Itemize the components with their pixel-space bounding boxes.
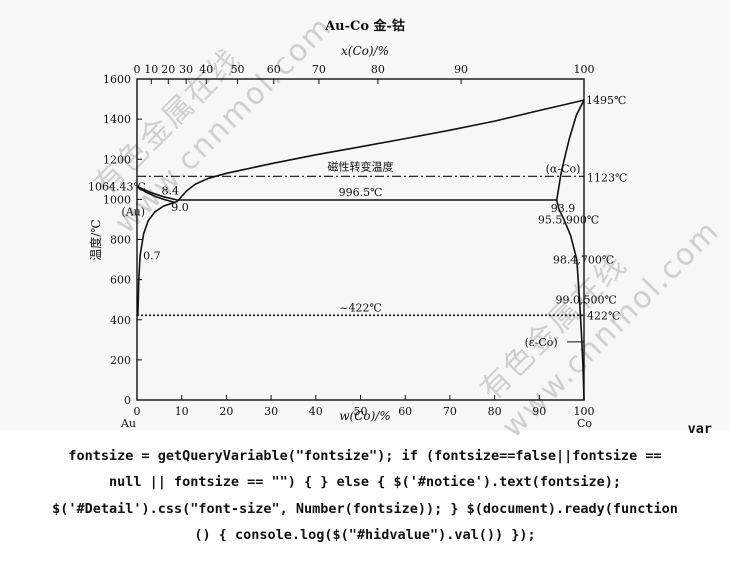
x2-tick-label: 70 [312, 63, 326, 76]
annotation-label: 磁性转变温度 [328, 159, 394, 173]
annotation-label: 1123℃ [587, 171, 627, 184]
series-line [136, 185, 175, 204]
x2-tick-label: 20 [161, 63, 175, 76]
annotation-label: 1495℃ [586, 94, 626, 107]
y-tick-label: 1400 [103, 113, 131, 126]
x-tick-label: 0 [134, 405, 141, 418]
code-line: fontsize = getQueryVariable("fontsize");… [68, 447, 662, 464]
series-line [137, 201, 175, 316]
series-line [136, 185, 178, 201]
y-tick-label: 200 [110, 354, 131, 367]
x-axis-label: w(Co)/% [339, 409, 391, 423]
series-line [174, 99, 585, 204]
annotation-label: 93.9 [551, 202, 576, 215]
annotation-label: 996.5℃ [339, 186, 383, 199]
annotation-label: 8.4 [162, 184, 180, 197]
annotation-label: (α-Co) [546, 162, 581, 175]
y-tick-label: 600 [110, 274, 131, 287]
y-tick-label: 800 [110, 234, 131, 247]
x2-axis-label: x(Co)/% [341, 44, 389, 58]
x2-tick-label: 100 [574, 63, 595, 76]
annotation-label: 99.0,500℃ [556, 294, 617, 307]
x-tick-label: 80 [488, 405, 502, 418]
x2-tick-label: 10 [144, 63, 158, 76]
x-tick-label: 50 [354, 405, 368, 418]
x2-tick-label: 40 [199, 63, 213, 76]
x-tick-label: 100 [574, 405, 595, 418]
annotation-label: (ε-Co) [525, 336, 558, 349]
right-end-label: Co [577, 417, 592, 430]
phase-diagram-figure: 有色金属在线 www.cnnmol.com 有色金属在线 www.cnnmol.… [87, 9, 727, 445]
page-source-text: var fontsize = getQueryVariable("fontsiz… [0, 416, 730, 549]
x2-tick-label: 0 [134, 63, 141, 76]
code-line: var [687, 421, 712, 437]
y-tick-label: 1600 [103, 73, 131, 86]
y-tick-label: 0 [124, 394, 131, 407]
code-line: null || fontsize == "") { } else { $('#n… [108, 474, 622, 490]
y-tick-label: 400 [110, 314, 131, 327]
x-tick-label: 40 [309, 405, 323, 418]
annotation-label: 1064.43℃ [88, 181, 146, 194]
y-tick-label: 1000 [103, 193, 131, 206]
phase-diagram-chart: 0 10 20 30 40 50 60 70 80 90 1000 10 20 30 40 50 60 70 80 9… [88, 18, 627, 430]
chart-title: Au-Co 金-钴 [324, 18, 405, 34]
x-tick-label: 70 [443, 405, 457, 418]
x2-tick-label: 90 [454, 63, 468, 76]
x2-tick-label: 80 [371, 63, 385, 76]
series-line [555, 199, 585, 401]
y-axis-label: 温度/℃ [88, 219, 103, 260]
series-line [555, 99, 585, 201]
annotation-label: 98.4,700℃ [553, 254, 614, 267]
x-tick-label: 10 [175, 405, 189, 418]
annotation-label: ~422℃ [339, 301, 382, 314]
x-tick-label: 30 [264, 405, 278, 418]
x2-tick-label: 30 [179, 63, 193, 76]
code-line: () { console.log($("#hidvalue").val()) }… [194, 527, 536, 543]
code-line: $('#Detail').css("font-size", Number(fon… [52, 500, 678, 517]
x-tick-label: 90 [532, 405, 546, 418]
x2-tick-label: 60 [267, 63, 281, 76]
x2-tick-label: 50 [231, 63, 245, 76]
y-tick-label: 1200 [103, 153, 131, 166]
x-tick-label: 60 [398, 405, 412, 418]
annotation-label: 0.7 [143, 250, 161, 263]
plot-frame [136, 78, 585, 401]
x-tick-label: 20 [219, 405, 233, 418]
annotation-label: (Au) [121, 205, 145, 218]
annotation-label: 95.5,900℃ [538, 213, 599, 226]
annotation-label: 9.0 [171, 201, 189, 214]
left-end-label: Au [120, 417, 136, 430]
annotation-label: 422℃ [587, 309, 620, 322]
